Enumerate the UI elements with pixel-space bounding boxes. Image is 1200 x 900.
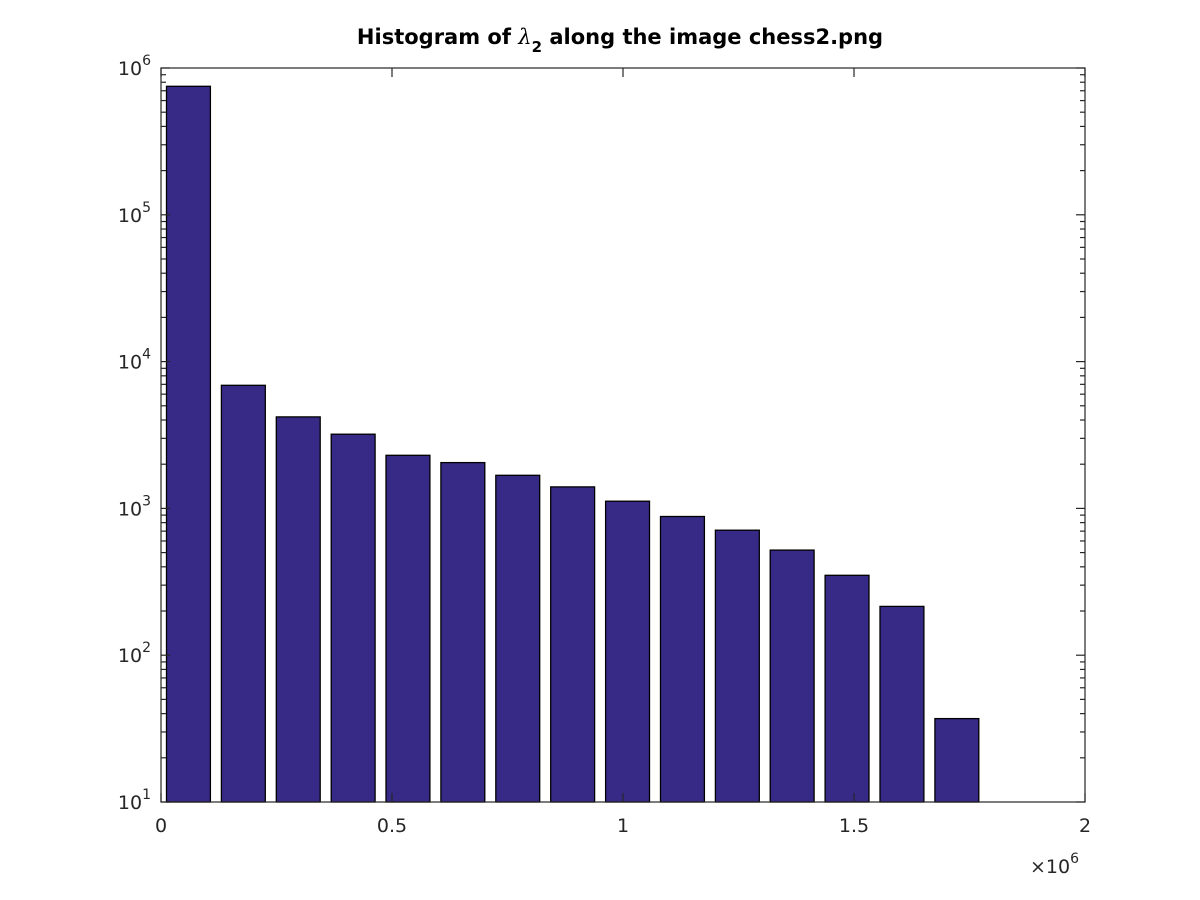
- x-tick-label: 0.5: [377, 815, 407, 837]
- x-ticks-layer: 0 0.5 1 1.5 2: [155, 68, 1091, 837]
- y-tick-label: 103: [118, 493, 151, 520]
- histogram-bar: [769, 549, 815, 803]
- y-tick-label: 101: [118, 787, 151, 814]
- histogram-bar: [934, 717, 980, 803]
- histogram-bar: [824, 574, 870, 803]
- histogram-bar: [440, 461, 486, 803]
- chart-title-suffix: along the image chess2.png: [542, 25, 883, 49]
- histogram-bar: [714, 529, 760, 803]
- histogram-bar: [220, 384, 266, 803]
- y-tick-base: 10: [118, 498, 142, 520]
- histogram-bar: [659, 515, 706, 803]
- y-tick-label: 104: [118, 347, 151, 374]
- y-tick-power: 2: [142, 640, 151, 656]
- histogram-bar: [879, 605, 925, 803]
- y-tick-label: 102: [118, 640, 151, 667]
- y-tick-power: 1: [142, 787, 151, 803]
- y-tick-label: 105: [118, 200, 151, 227]
- chart-title-subscript: 2: [532, 38, 542, 56]
- histogram-bar: [604, 500, 651, 803]
- histogram-bar: [275, 416, 321, 803]
- y-tick-power: 4: [142, 347, 151, 363]
- y-tick-base: 10: [118, 352, 142, 374]
- y-tick-base: 10: [118, 792, 142, 814]
- y-tick-base: 10: [118, 58, 142, 80]
- histogram-bar: [330, 433, 376, 803]
- x-exponent-power: 6: [1070, 851, 1079, 867]
- y-tick-power: 6: [142, 53, 151, 69]
- histogram-bar: [165, 85, 212, 803]
- x-tick-label: 2: [1079, 815, 1091, 837]
- y-tick-base: 10: [118, 205, 142, 227]
- histogram-bar: [385, 454, 431, 803]
- x-exponent-base: ×10: [1030, 856, 1070, 878]
- x-tick-label: 1.5: [839, 815, 869, 837]
- chart-title-lambda: λ: [517, 25, 531, 49]
- y-tick-power: 3: [142, 493, 151, 509]
- y-tick-power: 5: [142, 200, 151, 216]
- histogram-bar: [495, 474, 541, 803]
- x-tick-label: 1: [617, 815, 629, 837]
- y-tick-base: 10: [118, 645, 142, 667]
- histogram-bar: [550, 486, 596, 803]
- x-tick-label: 0: [155, 815, 167, 837]
- x-exponent-label: ×106: [1030, 851, 1079, 878]
- chart-title-prefix: Histogram of: [357, 25, 518, 49]
- bars-layer: [165, 85, 980, 803]
- chart-title: Histogram of λ2 along the image chess2.p…: [357, 25, 883, 56]
- y-tick-label: 106: [118, 53, 151, 80]
